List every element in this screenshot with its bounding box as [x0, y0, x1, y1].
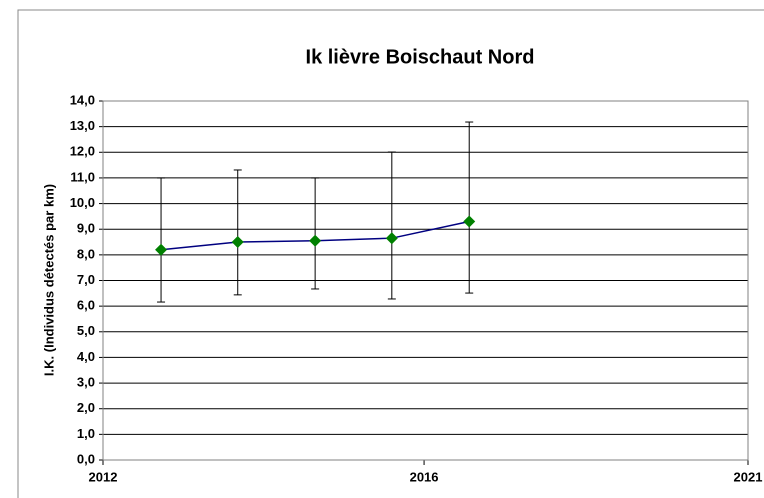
x-tick-label: 2016 [410, 469, 439, 484]
y-tick-label: 13,0 [70, 118, 95, 133]
y-tick-label: 5,0 [77, 323, 95, 338]
y-tick-label: 10,0 [70, 195, 95, 210]
y-tick-label: 11,0 [70, 169, 95, 184]
y-tick-label: 8,0 [77, 246, 95, 261]
y-tick-label: 0,0 [77, 451, 95, 466]
chart-frame [17, 9, 764, 498]
x-tick-label: 2012 [89, 469, 118, 484]
marker [463, 215, 476, 228]
marker [231, 236, 244, 249]
y-tick-label: 9,0 [77, 221, 95, 236]
x-tick-label: 2021 [734, 469, 763, 484]
marker [309, 234, 322, 247]
y-axis-label: I.K. (Individus détectés par km) [41, 184, 56, 376]
y-tick-label: 1,0 [77, 426, 95, 441]
y-tick-label: 3,0 [77, 375, 95, 390]
plot-area [102, 100, 749, 461]
y-tick-label: 6,0 [77, 298, 95, 313]
marker [155, 243, 168, 256]
marker [385, 232, 398, 245]
y-tick-label: 12,0 [70, 144, 95, 159]
chart-title: Ik lièvre Boischaut Nord [306, 46, 535, 68]
y-tick-label: 14,0 [70, 92, 95, 107]
y-tick-label: 7,0 [77, 272, 95, 287]
y-tick-label: 4,0 [77, 349, 95, 364]
y-tick-label: 2,0 [77, 400, 95, 415]
